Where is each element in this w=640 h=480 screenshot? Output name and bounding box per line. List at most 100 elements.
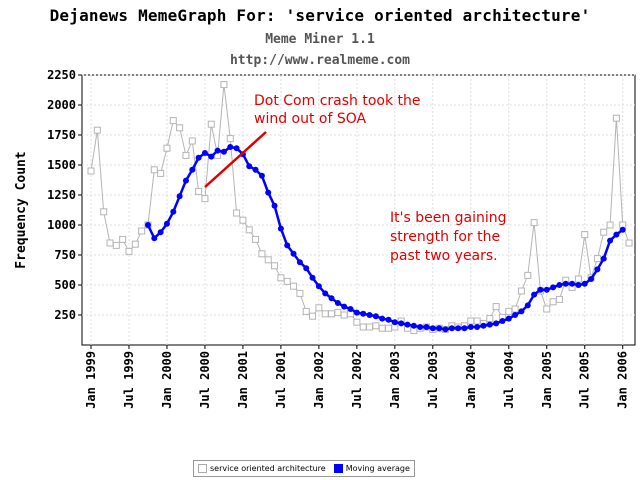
average-point bbox=[619, 226, 626, 233]
raw-point bbox=[492, 303, 500, 311]
raw-point bbox=[511, 305, 519, 313]
grid-lines bbox=[82, 74, 635, 345]
raw-point bbox=[226, 135, 234, 143]
y-tick-label: 1250 bbox=[47, 188, 76, 202]
raw-point bbox=[131, 240, 139, 248]
average-point bbox=[309, 274, 316, 281]
raw-point bbox=[296, 289, 304, 297]
raw-point bbox=[372, 322, 380, 330]
annotation-text: past two years. bbox=[390, 248, 498, 264]
raw-point bbox=[176, 124, 184, 132]
average-point bbox=[480, 322, 487, 329]
average-point bbox=[170, 208, 177, 215]
raw-point bbox=[258, 250, 266, 258]
x-tick-label: Jan 2005 bbox=[540, 351, 554, 409]
y-tick-label: 1500 bbox=[47, 158, 76, 172]
average-point bbox=[195, 154, 202, 161]
average-point bbox=[423, 324, 430, 330]
average-point bbox=[341, 303, 348, 310]
average-point bbox=[315, 283, 322, 290]
raw-point bbox=[574, 275, 582, 283]
average-point bbox=[303, 265, 310, 272]
legend-square-icon bbox=[198, 464, 207, 473]
x-tick-label: Jan 2006 bbox=[616, 351, 630, 409]
average-point bbox=[366, 312, 373, 318]
raw-point bbox=[119, 235, 127, 243]
raw-point bbox=[581, 231, 589, 239]
average-point bbox=[151, 235, 158, 242]
average-point bbox=[600, 255, 607, 262]
average-point bbox=[277, 225, 284, 232]
raw-point bbox=[182, 151, 190, 159]
average-point bbox=[524, 302, 531, 309]
average-point bbox=[176, 193, 183, 200]
legend-item-raw: service oriented architecture bbox=[198, 464, 326, 473]
average-point bbox=[550, 284, 557, 291]
x-tick-label: Jan 1999 bbox=[84, 351, 98, 409]
average-point bbox=[537, 286, 544, 293]
x-tick-label: Jan 2000 bbox=[160, 351, 174, 409]
raw-point bbox=[309, 312, 317, 320]
average-point bbox=[347, 306, 354, 312]
average-point bbox=[493, 320, 500, 327]
average-point bbox=[404, 321, 411, 328]
raw-point bbox=[195, 187, 203, 195]
legend-label-average: Moving average bbox=[345, 464, 410, 473]
series-moving-average bbox=[144, 144, 626, 333]
average-point bbox=[531, 291, 538, 298]
annotation-text: strength for the bbox=[390, 229, 500, 245]
y-tick-label: 750 bbox=[54, 248, 76, 262]
x-tick-label: Jul 1999 bbox=[122, 351, 136, 409]
average-point bbox=[360, 310, 367, 317]
average-point bbox=[258, 172, 265, 179]
average-point bbox=[208, 153, 215, 160]
average-point bbox=[290, 250, 297, 257]
average-point bbox=[385, 316, 392, 323]
average-point bbox=[562, 280, 569, 287]
average-point bbox=[607, 237, 614, 244]
raw-point bbox=[486, 315, 494, 323]
annotation-text: It's been gaining bbox=[390, 210, 507, 226]
annotations: Dot Com crash took the wind out of SOA It'… bbox=[204, 93, 507, 264]
average-point bbox=[201, 150, 208, 156]
raw-point bbox=[100, 208, 108, 216]
y-tick-label: 2000 bbox=[47, 98, 76, 112]
raw-point bbox=[169, 117, 177, 125]
raw-point bbox=[93, 126, 101, 134]
average-series-line bbox=[146, 145, 624, 331]
raw-point bbox=[593, 255, 601, 263]
raw-point bbox=[302, 307, 310, 315]
raw-point bbox=[277, 274, 285, 282]
average-point bbox=[246, 163, 253, 170]
raw-point bbox=[555, 295, 563, 303]
average-point bbox=[436, 325, 443, 332]
average-point bbox=[467, 324, 474, 330]
x-tick-label: Jan 2002 bbox=[312, 351, 326, 409]
raw-point bbox=[549, 298, 557, 306]
average-point bbox=[182, 177, 189, 184]
average-point bbox=[486, 321, 493, 328]
average-point bbox=[410, 322, 417, 329]
raw-point bbox=[606, 221, 614, 229]
raw-point bbox=[125, 247, 133, 255]
y-tick-label: 1000 bbox=[47, 218, 76, 232]
average-point bbox=[448, 325, 455, 332]
raw-point bbox=[524, 271, 532, 279]
raw-point bbox=[530, 219, 538, 227]
raw-point bbox=[321, 310, 329, 318]
average-point bbox=[556, 282, 563, 288]
average-point bbox=[417, 324, 424, 330]
page-subtitle: Meme Miner 1.1 bbox=[265, 32, 375, 47]
raw-point bbox=[112, 241, 120, 249]
x-tick-label: Jan 2001 bbox=[236, 351, 250, 409]
average-point bbox=[353, 309, 360, 316]
raw-point bbox=[473, 317, 481, 325]
average-point bbox=[227, 144, 234, 150]
raw-point bbox=[106, 239, 114, 247]
y-tick-label: 500 bbox=[54, 278, 76, 292]
raw-point bbox=[157, 169, 165, 177]
x-tick-label: Jan 2003 bbox=[388, 351, 402, 409]
average-point bbox=[334, 300, 341, 306]
x-tick-label: Jul 2005 bbox=[578, 351, 592, 409]
